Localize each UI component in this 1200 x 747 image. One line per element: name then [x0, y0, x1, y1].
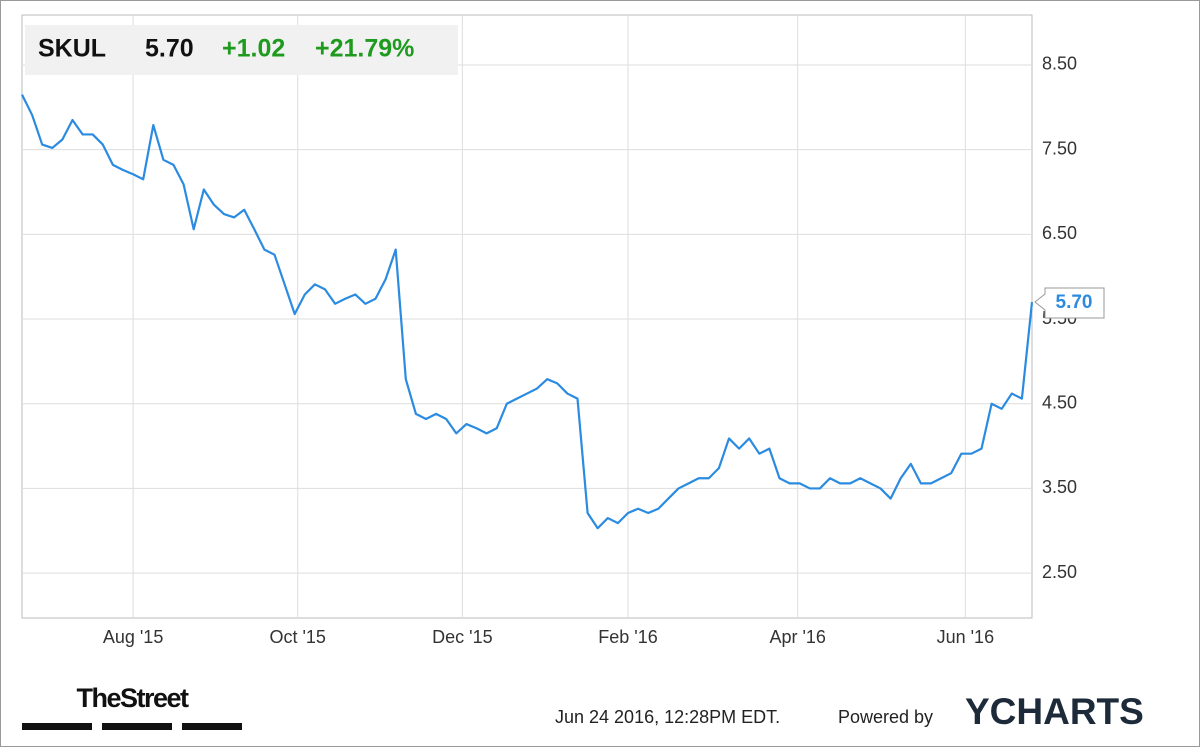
x-tick-label: Dec '15 [432, 627, 492, 647]
source-logo: TheStreet [76, 683, 189, 713]
price-line [21, 94, 1034, 530]
tag-box [1034, 287, 1105, 319]
y-tick-label: 6.50 [1042, 223, 1077, 243]
plot-area [21, 14, 1033, 619]
header-box [25, 25, 458, 75]
change-pct: +21.79% [315, 35, 414, 63]
last-price-tag: 5.70 [1034, 287, 1105, 319]
x-tick-label: Feb '16 [598, 627, 657, 647]
logo-bar [102, 723, 172, 730]
x-tick-label: Aug '15 [103, 627, 164, 647]
price: 5.70 [145, 35, 194, 63]
x-tick-label: Jun '16 [937, 627, 994, 647]
logo-bar [22, 723, 92, 730]
y-tick-label: 4.50 [1042, 392, 1077, 412]
x-tick-label: Oct '15 [269, 627, 325, 647]
marks [21, 94, 1034, 530]
y-tick-label: 8.50 [1042, 54, 1077, 74]
change: +1.02 [222, 35, 285, 63]
x-tick-label: Apr '16 [769, 627, 825, 647]
ticker: SKUL [38, 35, 106, 63]
last-price-label: 5.70 [1056, 292, 1093, 313]
timestamp: Jun 24 2016, 12:28PM EDT. [555, 707, 780, 727]
y-tick-label: 3.50 [1042, 477, 1077, 497]
powered-by: Powered by [838, 707, 933, 727]
y-tick-label: 2.50 [1042, 562, 1077, 582]
brand-logo: YCHARTS [965, 691, 1144, 732]
y-tick-label: 7.50 [1042, 138, 1077, 158]
logo-bar [182, 723, 242, 730]
